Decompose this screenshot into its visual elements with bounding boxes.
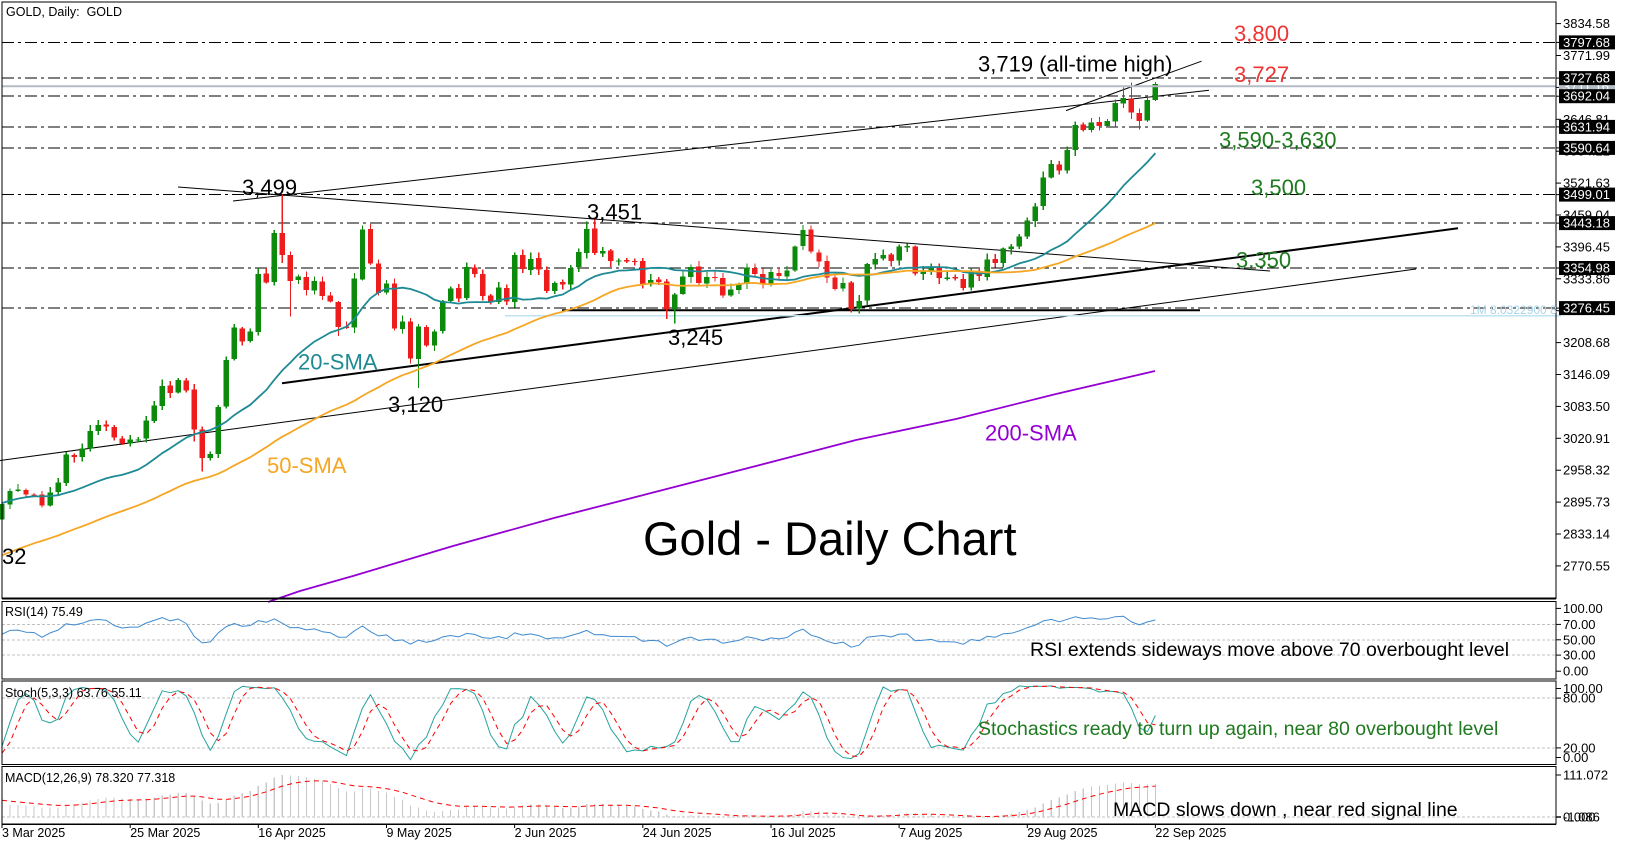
svg-text:Stochastics ready to turn up a: Stochastics ready to turn up again, near… bbox=[978, 718, 1498, 740]
svg-text:3,800: 3,800 bbox=[1234, 21, 1289, 46]
svg-text:2895.73: 2895.73 bbox=[1563, 495, 1610, 510]
svg-text:3208.68: 3208.68 bbox=[1563, 335, 1610, 350]
svg-text:GOLD, Daily: GOLD: GOLD, Daily: GOLD bbox=[6, 5, 122, 19]
svg-text:111.072: 111.072 bbox=[1563, 768, 1608, 783]
svg-text:3,590-3,630: 3,590-3,630 bbox=[1219, 128, 1336, 153]
svg-text:0.00: 0.00 bbox=[1563, 664, 1588, 679]
svg-text:3396.45: 3396.45 bbox=[1563, 239, 1610, 254]
svg-text:70.00: 70.00 bbox=[1563, 617, 1596, 632]
svg-text:3354.98: 3354.98 bbox=[1563, 261, 1610, 276]
svg-text:3590.64: 3590.64 bbox=[1563, 140, 1610, 155]
svg-text:3,719 (all-time high): 3,719 (all-time high) bbox=[978, 52, 1172, 77]
svg-text:3727.68: 3727.68 bbox=[1563, 71, 1610, 86]
svg-text:MACD(12,26,9) 78.320 77.318: MACD(12,26,9) 78.320 77.318 bbox=[5, 771, 175, 785]
svg-text:3333.86: 3333.86 bbox=[1563, 271, 1610, 286]
svg-text:Stoch(5,3,3) 63.76 55.11: Stoch(5,3,3) 63.76 55.11 bbox=[5, 686, 142, 700]
svg-text:2770.55: 2770.55 bbox=[1563, 558, 1610, 573]
svg-text:0.00: 0.00 bbox=[1563, 750, 1588, 765]
svg-text:100.00: 100.00 bbox=[1563, 601, 1603, 616]
svg-text:22 Sep 2025: 22 Sep 2025 bbox=[1155, 826, 1226, 840]
svg-text:3,499: 3,499 bbox=[242, 175, 297, 200]
svg-text:9 May 2025: 9 May 2025 bbox=[387, 826, 452, 840]
svg-text:3631.94: 3631.94 bbox=[1563, 119, 1610, 134]
svg-text:0.000: 0.000 bbox=[1563, 809, 1596, 824]
svg-text:3,245: 3,245 bbox=[668, 325, 723, 350]
svg-text:80.00: 80.00 bbox=[1563, 691, 1596, 706]
svg-text:7 Aug 2025: 7 Aug 2025 bbox=[899, 826, 962, 840]
svg-text:2958.32: 2958.32 bbox=[1563, 463, 1610, 478]
svg-text:50.00: 50.00 bbox=[1563, 632, 1596, 647]
svg-text:200-SMA: 200-SMA bbox=[985, 421, 1077, 446]
svg-text:3692.04: 3692.04 bbox=[1563, 89, 1610, 104]
svg-text:3,350: 3,350 bbox=[1236, 248, 1291, 273]
svg-text:MACD slows down , near red sig: MACD slows down , near red signal line bbox=[1113, 799, 1458, 821]
svg-text:-1.086: -1.086 bbox=[1563, 810, 1600, 825]
svg-text:30.00: 30.00 bbox=[1563, 648, 1596, 663]
svg-text:20.00: 20.00 bbox=[1563, 740, 1596, 755]
svg-text:100.00: 100.00 bbox=[1563, 681, 1603, 696]
svg-text:32: 32 bbox=[2, 544, 26, 569]
svg-text:3,500: 3,500 bbox=[1251, 175, 1306, 200]
svg-text:RSI extends sideways move abov: RSI extends sideways move above 70 overb… bbox=[1030, 639, 1509, 661]
svg-text:3276.45: 3276.45 bbox=[1563, 301, 1610, 316]
svg-text:3 Mar 2025: 3 Mar 2025 bbox=[2, 826, 65, 840]
svg-text:2833.14: 2833.14 bbox=[1563, 527, 1610, 542]
svg-text:3521.63: 3521.63 bbox=[1563, 176, 1610, 191]
svg-text:3443.18: 3443.18 bbox=[1563, 216, 1610, 231]
svg-text:3,451: 3,451 bbox=[587, 200, 642, 225]
svg-text:3834.58: 3834.58 bbox=[1563, 16, 1610, 31]
svg-text:20-SMA: 20-SMA bbox=[298, 350, 378, 375]
svg-text:29 Aug 2025: 29 Aug 2025 bbox=[1027, 826, 1097, 840]
svg-text:3,727: 3,727 bbox=[1234, 62, 1289, 87]
svg-text:Gold - Daily Chart: Gold - Daily Chart bbox=[643, 512, 1017, 565]
svg-text:16 Apr 2025: 16 Apr 2025 bbox=[258, 826, 325, 840]
svg-text:3146.09: 3146.09 bbox=[1563, 367, 1610, 382]
svg-text:3020.91: 3020.91 bbox=[1563, 431, 1610, 446]
svg-text:24 Jun 2025: 24 Jun 2025 bbox=[643, 826, 712, 840]
svg-text:16 Jul 2025: 16 Jul 2025 bbox=[771, 826, 836, 840]
svg-text:3771.99: 3771.99 bbox=[1563, 48, 1610, 63]
svg-text:50-SMA: 50-SMA bbox=[267, 453, 347, 478]
svg-text:3499.01: 3499.01 bbox=[1563, 187, 1610, 202]
svg-text:3797.68: 3797.68 bbox=[1563, 35, 1610, 50]
svg-text:RSI(14) 75.49: RSI(14) 75.49 bbox=[5, 605, 83, 619]
svg-text:3,120: 3,120 bbox=[388, 392, 443, 417]
svg-text:1M 8.0322900 8: 1M 8.0322900 8 bbox=[1470, 303, 1557, 317]
svg-text:25 Mar 2025: 25 Mar 2025 bbox=[130, 826, 200, 840]
svg-text:2 Jun 2025: 2 Jun 2025 bbox=[515, 826, 577, 840]
svg-text:3083.50: 3083.50 bbox=[1563, 399, 1610, 414]
